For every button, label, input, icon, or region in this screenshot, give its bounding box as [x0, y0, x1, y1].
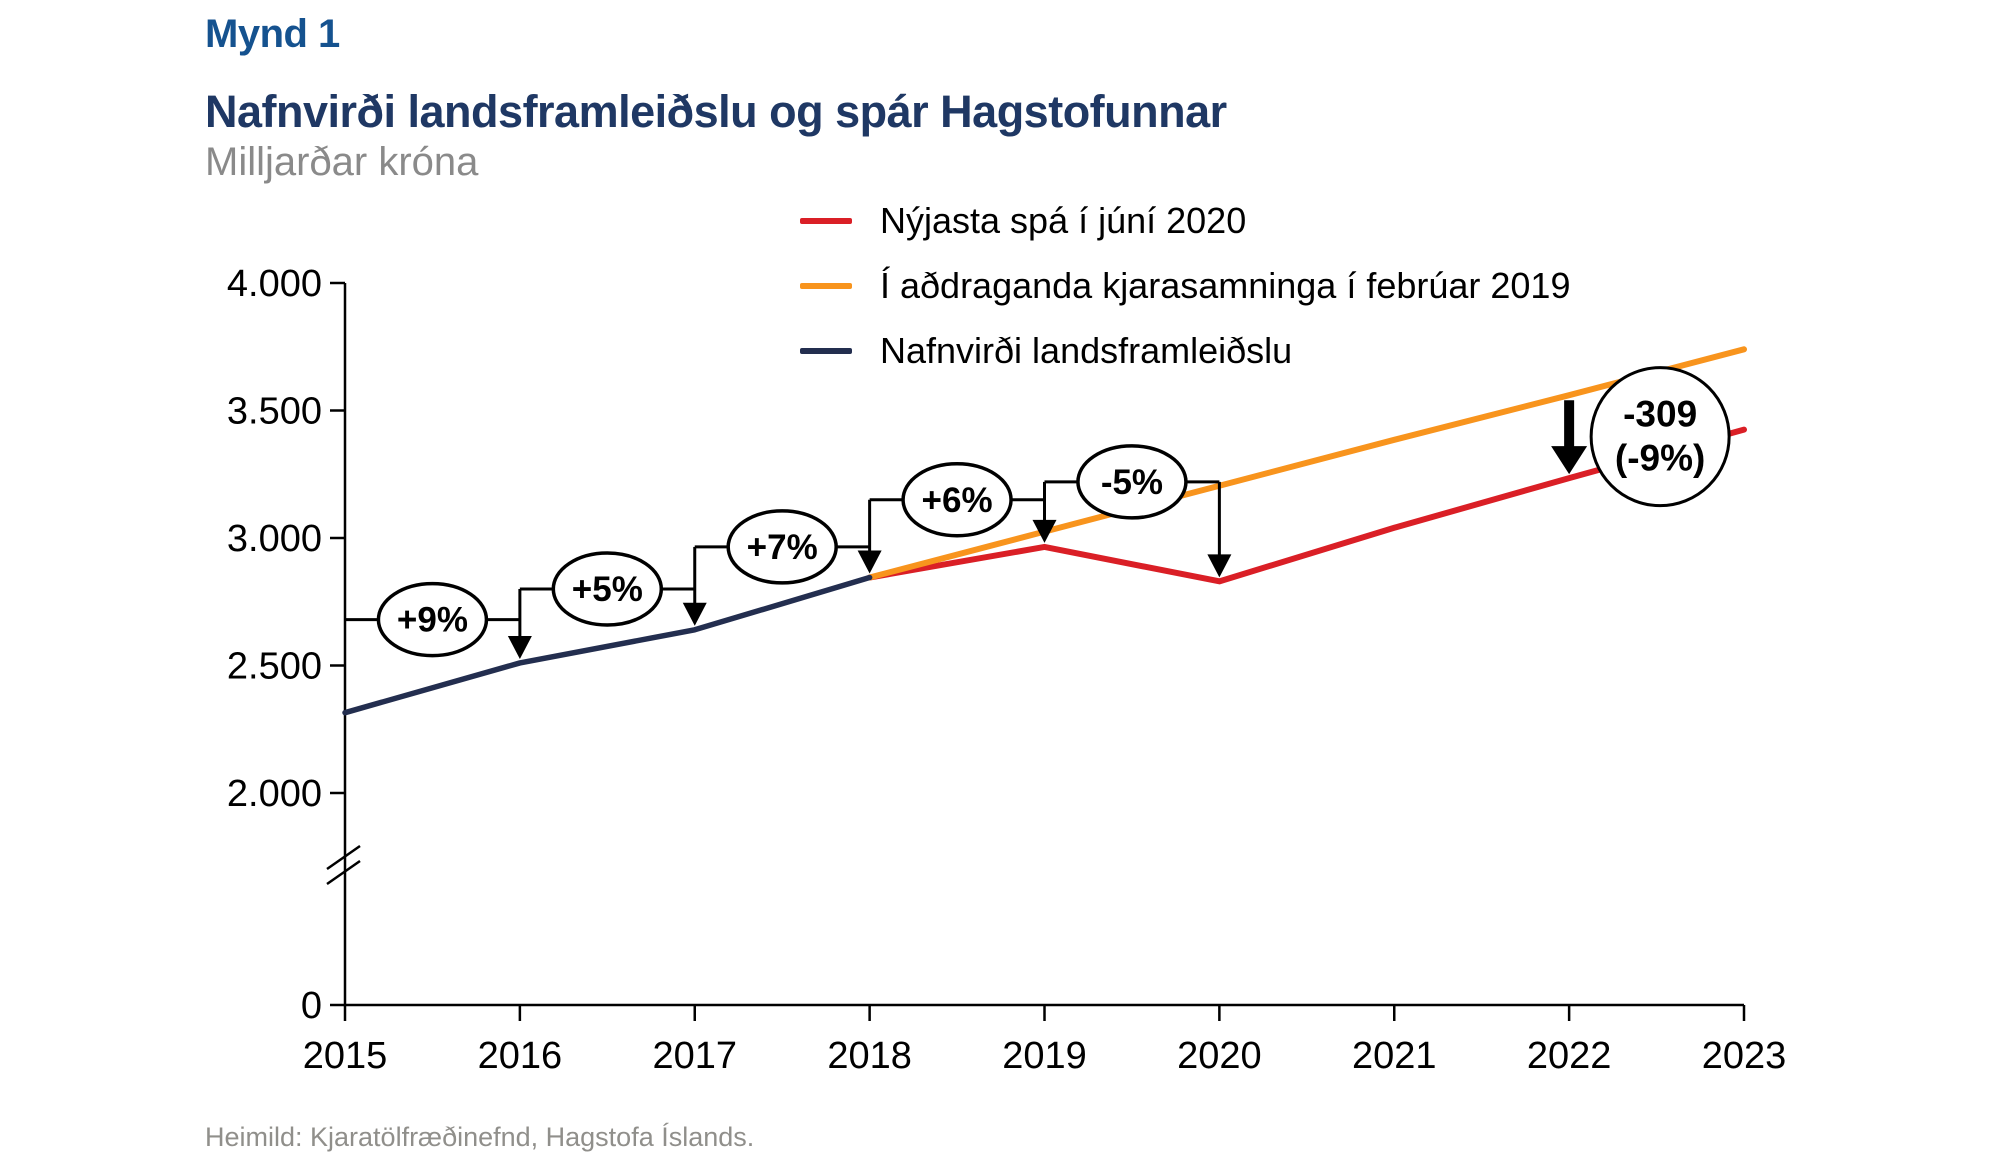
- y-tick-label: 4.000: [227, 263, 322, 305]
- chart-legend: Nýjasta spá í júní 2020 Í aðdraganda kja…: [800, 188, 1570, 383]
- x-tick-label: 2017: [652, 1035, 737, 1077]
- chart-title: Nafnvirði landsframleiðslu og spár Hagst…: [205, 86, 1227, 137]
- growth-step-label: +7%: [747, 528, 818, 567]
- y-tick-label: 0: [301, 985, 322, 1027]
- growth-step-label: +6%: [922, 481, 993, 520]
- legend-item-orange-forecast: Í aðdraganda kjarasamninga í febrúar 201…: [800, 253, 1570, 318]
- y-tick-label: 3.500: [227, 391, 322, 433]
- drop-arrow-icon: [1551, 446, 1588, 475]
- chart-subtitle: Milljarðar króna: [205, 140, 479, 184]
- growth-step-oval: [376, 581, 489, 658]
- x-tick-label: 2018: [827, 1035, 912, 1077]
- axis-break-icon: [326, 859, 361, 886]
- x-tick-label: 2015: [303, 1035, 388, 1077]
- down-arrow-icon: [857, 550, 882, 574]
- legend-item-actual-gdp: Nafnvirði landsframleiðslu: [800, 318, 1570, 383]
- legend-item-red-forecast: Nýjasta spá í júní 2020: [800, 188, 1570, 253]
- legend-item-label: Nýjasta spá í júní 2020: [880, 199, 1247, 241]
- y-tick-label: 3.000: [227, 518, 322, 560]
- axis-break-icon: [326, 844, 361, 871]
- axis-lines: [343, 283, 1744, 1007]
- down-arrow-icon: [1032, 519, 1057, 543]
- legend-item-label: Í aðdraganda kjarasamninga í febrúar 201…: [880, 264, 1571, 306]
- growth-step-oval: [901, 462, 1013, 538]
- series-line-orange: [866, 346, 1747, 581]
- growth-step-label: +9%: [397, 601, 468, 640]
- figure-label: Mynd 1: [205, 12, 340, 56]
- x-tick-label: 2022: [1527, 1035, 1612, 1077]
- source-note: Heimild: Kjaratölfræðinefnd, Hagstofa Ís…: [205, 1122, 755, 1152]
- x-tick-label: 2023: [1702, 1035, 1787, 1077]
- x-tick-label: 2021: [1352, 1035, 1437, 1077]
- drop-percent-label: (-9%): [1615, 438, 1705, 479]
- navy-line-swatch-icon: [800, 347, 852, 354]
- drop-circle: [1589, 366, 1731, 508]
- orange-line-swatch-icon: [800, 282, 852, 289]
- x-tick-label: 2019: [1002, 1035, 1087, 1077]
- growth-step-oval: [726, 509, 838, 585]
- red-line-swatch-icon: [800, 217, 852, 224]
- down-arrow-icon: [1207, 554, 1232, 578]
- drop-value-label: -309: [1623, 394, 1697, 435]
- growth-step-oval: [551, 551, 664, 627]
- growth-step-oval: [1076, 444, 1188, 520]
- series-line-navy: [342, 574, 873, 716]
- x-tick-label: 2020: [1177, 1035, 1262, 1077]
- x-tick-label: 2016: [478, 1035, 563, 1077]
- down-arrow-icon: [682, 602, 707, 626]
- growth-step-label: -5%: [1101, 463, 1163, 502]
- y-tick-label: 2.500: [227, 646, 322, 688]
- growth-step-label: +5%: [572, 570, 643, 609]
- legend-item-label: Nafnvirði landsframleiðslu: [880, 329, 1293, 371]
- y-tick-label: 2.000: [227, 773, 322, 815]
- down-arrow-icon: [507, 635, 532, 659]
